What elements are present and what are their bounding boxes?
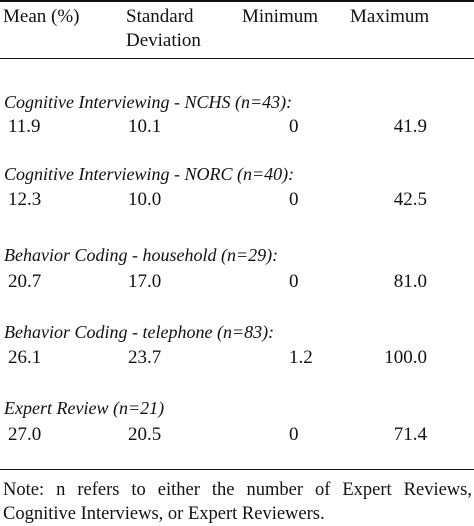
group-label-behavior-household: Behavior Coding - household (n=29): — [4, 245, 279, 265]
group-label-expert-review: Expert Review (n=21) — [4, 398, 165, 418]
cell-mean: 12.3 — [8, 189, 42, 210]
cell-max: 71.4 — [393, 424, 427, 445]
cell-max: 41.9 — [393, 116, 427, 137]
header-min: Minimum — [242, 6, 319, 27]
cell-min: 0 — [289, 424, 299, 445]
cell-min: 0 — [289, 116, 299, 137]
cell-max: 81.0 — [393, 271, 427, 292]
group-label-cognitive-nchs: Cognitive Interviewing - NCHS (n=43): — [4, 92, 293, 112]
header-mean: Mean (%) — [3, 6, 80, 27]
header-sd-line1: Standard — [126, 6, 194, 27]
cell-min: 0 — [289, 271, 299, 292]
bottom-rule — [0, 469, 474, 470]
cell-max: 42.5 — [393, 189, 427, 210]
cell-sd: 17.0 — [128, 271, 162, 292]
cell-mean: 20.7 — [8, 271, 42, 292]
cell-sd: 10.0 — [128, 189, 162, 210]
group-label-cognitive-norc: Cognitive Interviewing - NORC (n=40): — [4, 164, 295, 184]
cell-sd: 23.7 — [128, 347, 162, 368]
top-rule — [0, 0, 474, 2]
cell-mean: 11.9 — [8, 116, 41, 137]
cell-sd: 20.5 — [128, 424, 162, 445]
table-note: Note: n refers to either the number of E… — [3, 480, 472, 524]
group-label-behavior-telephone: Behavior Coding - telephone (n=83): — [4, 322, 275, 342]
header-max: Maximum — [350, 6, 430, 27]
cell-max: 100.0 — [384, 347, 427, 368]
cell-sd: 10.1 — [128, 116, 162, 137]
cell-mean: 26.1 — [8, 347, 42, 368]
header-sd-line2: Deviation — [126, 30, 201, 51]
header-rule — [0, 58, 474, 59]
cell-min: 0 — [289, 189, 299, 210]
cell-mean: 27.0 — [8, 424, 42, 445]
cell-min: 1.2 — [289, 347, 313, 368]
